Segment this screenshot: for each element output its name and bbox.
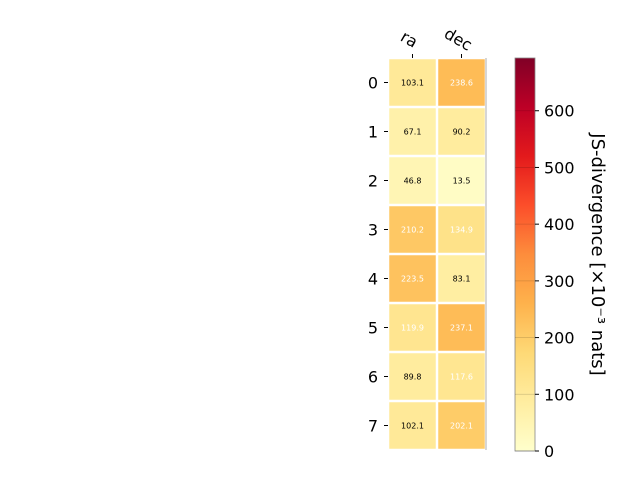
heatmap-cell xyxy=(438,353,485,400)
heatmap-cell xyxy=(389,304,436,351)
heatmap-cell xyxy=(438,59,485,106)
cell-value-label: 83.1 xyxy=(453,275,471,284)
colorbar-tick-label: 400 xyxy=(544,215,575,234)
colorbar-tick-label: 300 xyxy=(544,272,575,291)
heatmap-cell xyxy=(438,108,485,155)
cell-value-label: 90.2 xyxy=(453,128,471,137)
column-label: ra xyxy=(397,27,421,52)
heatmap-cell xyxy=(438,157,485,204)
cell-value-label: 67.1 xyxy=(404,128,422,137)
heatmap-cell xyxy=(389,353,436,400)
colorbar-tick-label: 200 xyxy=(544,329,575,348)
colorbar: 0 100 200 300 400 500 600 JS-divergence [×10⁻³ … xyxy=(514,57,608,461)
heatmap-cell xyxy=(389,402,436,449)
cell-value-label: 103.1 xyxy=(401,79,424,88)
cell-value-label: 210.2 xyxy=(401,226,424,235)
heatmap-cell xyxy=(389,255,436,302)
cell-value-label: 134.9 xyxy=(450,226,473,235)
heatmap-cell xyxy=(438,206,485,253)
heatmap-cell xyxy=(438,304,485,351)
colorbar-tick-label: 100 xyxy=(544,385,575,404)
heatmap-cells: 103.1 238.6 67.1 90.2 46.8 13.5 210.2 134.9 223.… xyxy=(389,58,487,450)
colorbar-label: JS-divergence [×10⁻³ nats] xyxy=(587,132,608,375)
heatmap-cell xyxy=(438,402,485,449)
row-label: 7 xyxy=(368,417,378,436)
cell-value-label: 119.9 xyxy=(401,324,424,333)
cell-value-label: 238.6 xyxy=(450,79,473,88)
cell-value-label: 102.1 xyxy=(401,422,424,431)
cell-value-label: 202.1 xyxy=(450,422,473,431)
colorbar-gradient xyxy=(514,57,536,452)
colorbar-tick-label: 0 xyxy=(544,442,554,461)
heatmap-cell xyxy=(438,255,485,302)
colorbar-tick-label: 500 xyxy=(544,158,575,177)
heatmap-cell xyxy=(389,157,436,204)
row-label: 2 xyxy=(368,172,378,191)
column-labels: ra dec xyxy=(397,24,475,58)
cell-value-label: 117.6 xyxy=(450,373,473,382)
cell-value-label: 13.5 xyxy=(453,177,471,186)
heatmap-cell xyxy=(389,108,436,155)
cell-value-label: 89.8 xyxy=(404,373,422,382)
row-label: 1 xyxy=(368,123,378,142)
row-label: 5 xyxy=(368,319,378,338)
column-label: dec xyxy=(441,24,475,55)
cell-value-label: 237.1 xyxy=(450,324,473,333)
row-label: 4 xyxy=(368,270,378,289)
row-label: 6 xyxy=(368,368,378,387)
colorbar-tick-label: 600 xyxy=(544,102,575,121)
row-label: 0 xyxy=(368,74,378,93)
heatmap-cell xyxy=(389,206,436,253)
cell-value-label: 223.5 xyxy=(401,275,424,284)
heatmap-cell xyxy=(389,59,436,106)
row-labels: 0 1 2 3 4 5 6 7 xyxy=(368,74,388,436)
cell-value-label: 46.8 xyxy=(404,177,422,186)
row-label: 3 xyxy=(368,221,378,240)
